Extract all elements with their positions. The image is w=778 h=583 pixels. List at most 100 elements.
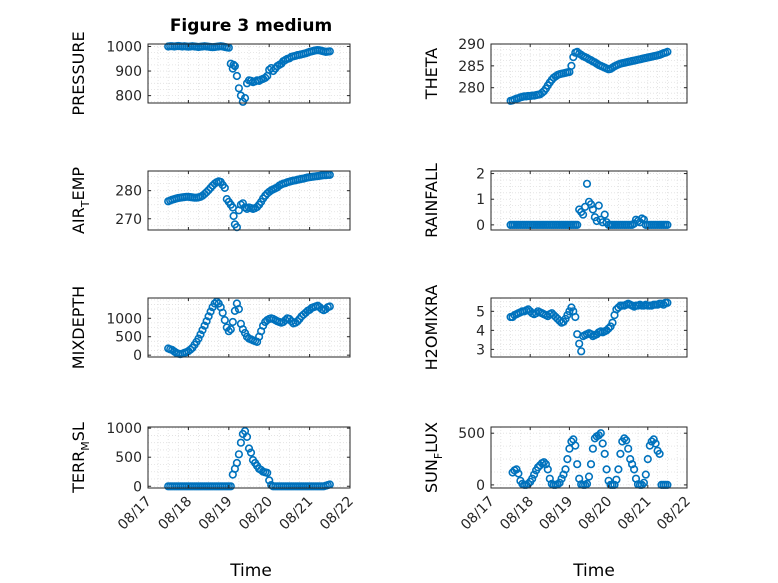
y-tick-label: 800 [115, 89, 142, 105]
data-point [293, 317, 302, 326]
data-point [242, 432, 252, 442]
data-point [571, 312, 580, 322]
data-point [582, 479, 592, 489]
y-axis-label-tail: EMP [69, 167, 88, 201]
data-point [647, 437, 656, 446]
data-point [594, 431, 603, 440]
y-axis-label: PRESSURE [69, 31, 88, 115]
y-axis-label: AIRTEMP [69, 167, 92, 234]
data-point [196, 330, 205, 339]
y-tick-label: 2 [476, 167, 485, 183]
y-tick-label: 3 [476, 342, 485, 358]
y-tick-label: 290 [458, 37, 485, 53]
data-point [263, 468, 272, 478]
axes-box [147, 43, 351, 104]
grid [490, 427, 688, 488]
y-tick-label: 5 [476, 304, 485, 320]
data-point [598, 439, 607, 448]
data-point [204, 312, 213, 321]
data-point [186, 345, 195, 354]
x-tick-label: 08/20 [576, 494, 616, 534]
series-markers [506, 179, 672, 229]
y-axis-label: THETA [422, 48, 441, 100]
data-point [604, 324, 613, 333]
axes-box [147, 297, 351, 358]
data-point [620, 434, 629, 443]
data-point [234, 305, 243, 314]
data-point [218, 308, 227, 317]
data-point [616, 449, 625, 459]
data-point [232, 458, 241, 468]
data-point [663, 298, 672, 307]
y-tick-label: 0 [476, 218, 485, 234]
data-point [220, 316, 229, 325]
data-point [240, 93, 250, 103]
data-point [524, 479, 533, 489]
subplot-6: 3 4 5 H2OMIXRA [422, 285, 688, 371]
data-point [325, 170, 334, 179]
data-point [285, 314, 294, 324]
x-tick-label: 08/18 [497, 494, 537, 534]
data-point [649, 435, 658, 444]
data-point [624, 444, 633, 453]
data-point [588, 205, 598, 214]
x-axis-label-left: Time [229, 561, 272, 581]
y-axis-label-main: SUN [422, 459, 441, 493]
data-point [236, 438, 245, 447]
subplot-8: 0 500 08/17 08/18 08/19 08/20 08/21 08/22 SUNFLU… [422, 422, 694, 533]
data-point [582, 179, 592, 188]
x-tick-label: 08/22 [654, 494, 694, 534]
data-point [584, 472, 594, 481]
data-point [528, 474, 537, 483]
series-markers [506, 298, 672, 356]
data-point [567, 61, 576, 71]
data-point [594, 201, 603, 210]
y-tick-label: 280 [458, 81, 485, 97]
y-tick-label: 285 [458, 59, 485, 75]
data-point [588, 444, 598, 453]
data-point [643, 455, 652, 464]
data-point [543, 465, 552, 474]
series-markers [506, 47, 672, 105]
data-point [614, 465, 623, 474]
subplot-3: 270 280 AIRTEMP [69, 167, 351, 234]
x-tick-label: 08/18 [155, 494, 195, 534]
y-axis-label-subscript: F [432, 453, 445, 459]
data-point [626, 455, 635, 464]
data-point [228, 317, 237, 327]
data-point [226, 482, 235, 491]
data-point [202, 188, 211, 197]
data-point [629, 465, 639, 474]
subplot-5: 0 500 1000 MIXDEPTH [69, 286, 351, 369]
y-axis-label: TERRMSL [69, 422, 92, 494]
y-axis-label-main: TERR [69, 451, 88, 494]
data-point [578, 210, 588, 219]
series-markers [164, 297, 334, 359]
data-point [529, 470, 539, 479]
x-tick-label: 08/19 [196, 494, 236, 534]
y-axis-label: H2OMIXRA [422, 285, 441, 371]
x-tick-label: 08/17 [115, 494, 155, 534]
series-markers [164, 170, 334, 232]
y-tick-label: 280 [115, 184, 142, 200]
y-tick-label: 1000 [106, 421, 142, 437]
y-tick-label: 1 [476, 192, 485, 208]
data-point [220, 183, 229, 192]
y-tick-label: 1000 [106, 311, 142, 327]
data-point [561, 465, 570, 474]
data-point [608, 318, 617, 327]
x-tick-label: 08/19 [536, 494, 576, 534]
y-tick-label: 270 [115, 212, 142, 228]
y-tick-label: 0 [133, 348, 142, 364]
data-point [230, 306, 239, 316]
y-tick-label: 0 [133, 479, 142, 495]
data-point [512, 465, 521, 474]
y-axis-label-subscript: T [79, 200, 92, 208]
x-tick-label: 08/17 [458, 494, 498, 534]
data-point [612, 475, 621, 484]
y-tick-label: 900 [115, 64, 142, 80]
data-point [596, 429, 605, 438]
data-point [555, 478, 564, 487]
